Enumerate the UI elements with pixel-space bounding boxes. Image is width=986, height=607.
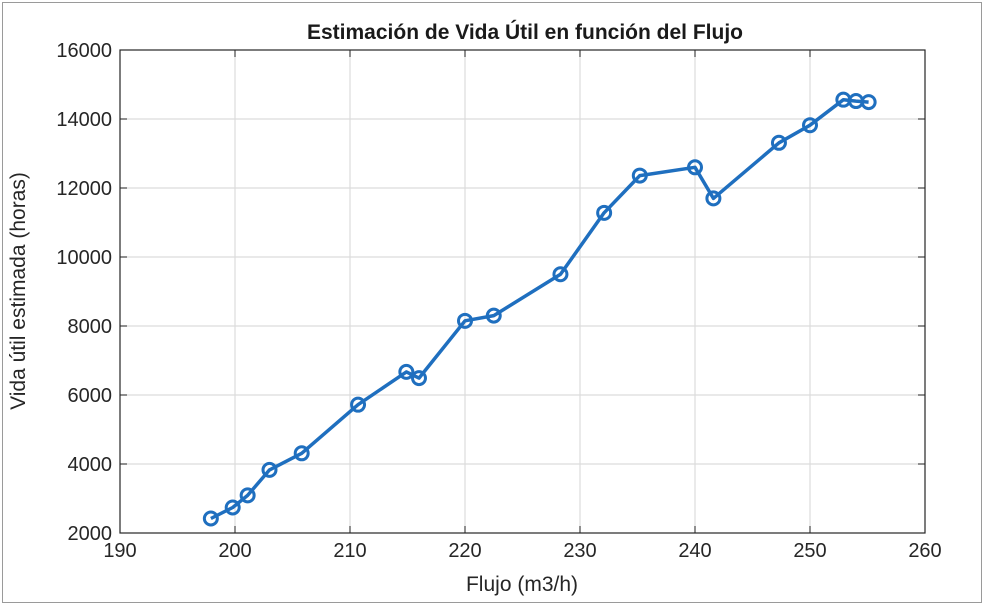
data-point-marker — [224, 499, 241, 516]
data-point-marker — [802, 117, 818, 134]
y-tick-label: 14000 — [56, 109, 112, 131]
x-axis-label: Flujo (m3/h) — [466, 573, 578, 596]
data-series — [202, 91, 877, 527]
data-point-marker — [293, 445, 310, 462]
x-tick-label: 210 — [333, 540, 366, 562]
x-tick-label: 200 — [218, 540, 251, 562]
x-tick-label: 230 — [563, 540, 596, 562]
plot-border — [119, 49, 926, 534]
chart-title: Estimación de Vida Útil en función del F… — [307, 20, 743, 44]
x-tick-label: 260 — [908, 540, 941, 562]
data-point-marker — [631, 167, 648, 184]
y-tick-label: 12000 — [56, 178, 112, 200]
data-point-marker — [239, 487, 256, 504]
data-point-marker — [770, 134, 787, 151]
axis-ticks: 190 200 210 220 230 240 250 260 2000 4000 6000 8000… — [56, 40, 941, 562]
y-tick-label: 8000 — [68, 316, 113, 338]
x-tick-label: 240 — [678, 540, 711, 562]
y-axis-label: Vida útil estimada (horas) — [7, 172, 30, 410]
line-chart: Estimación de Vida Útil en función del F… — [7, 20, 942, 596]
plot-area — [120, 50, 925, 533]
y-tick-label: 6000 — [68, 385, 113, 407]
data-point-marker — [398, 363, 415, 380]
data-point-marker — [202, 510, 219, 527]
data-point-marker — [350, 396, 367, 413]
data-point-marker — [860, 94, 877, 111]
x-tick-label: 220 — [448, 540, 481, 562]
y-tick-label: 2000 — [68, 523, 113, 545]
data-point-marker — [261, 461, 278, 478]
x-tick-label: 190 — [103, 540, 136, 562]
data-point-marker — [687, 159, 703, 176]
data-point-marker — [485, 307, 502, 324]
y-tick-label: 4000 — [68, 454, 113, 476]
data-point-marker — [705, 190, 722, 207]
data-point-marker — [411, 370, 427, 387]
y-tick-label: 16000 — [56, 40, 112, 62]
data-point-marker — [552, 266, 569, 283]
y-tick-label: 10000 — [56, 247, 112, 269]
data-point-marker — [457, 312, 473, 329]
data-point-marker — [596, 204, 613, 221]
x-tick-label: 250 — [793, 540, 826, 562]
grid-lines — [120, 50, 925, 533]
